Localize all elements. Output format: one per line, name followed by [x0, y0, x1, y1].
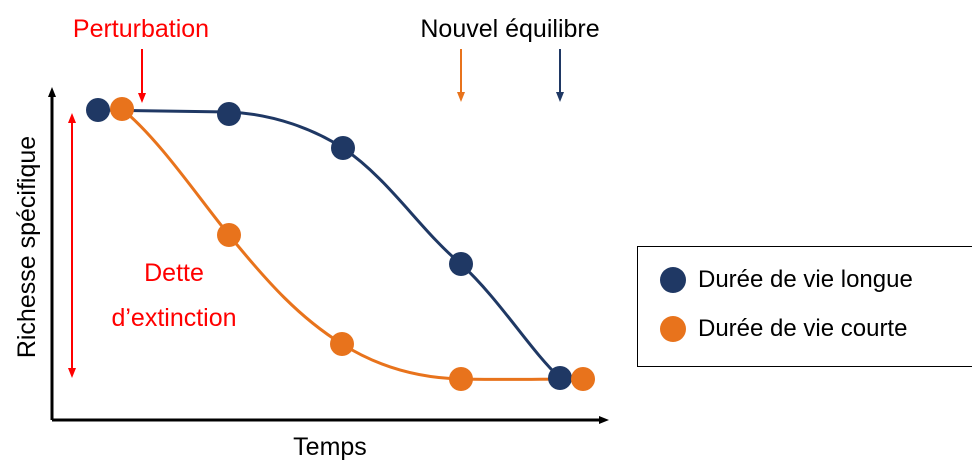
long-lifespan-point [217, 102, 241, 126]
legend: Durée de vie longue Durée de vie courte [637, 246, 972, 367]
legend-swatch-long [660, 267, 686, 293]
x-axis-label: Temps [293, 433, 367, 461]
legend-item-long: Durée de vie longue [660, 266, 913, 294]
long-lifespan-curve [97, 108, 562, 380]
extinction-debt-label-line1: Dette [144, 259, 204, 287]
short-lifespan-point [110, 97, 134, 121]
long-lifespan-point [449, 252, 473, 276]
nouvel-equilibre-label: Nouvel équilibre [420, 15, 599, 43]
legend-label-short: Durée de vie courte [698, 315, 908, 342]
short-lifespan-points [110, 97, 595, 391]
legend-label-long: Durée de vie longue [698, 266, 913, 293]
long-lifespan-point [331, 136, 355, 160]
long-lifespan-point [86, 98, 110, 122]
short-lifespan-point [449, 367, 473, 391]
legend-item-short: Durée de vie courte [660, 315, 907, 343]
y-axis-label: Richesse spécifique [13, 136, 41, 358]
short-lifespan-point [217, 223, 241, 247]
legend-swatch-short [660, 316, 686, 342]
long-lifespan-points [86, 98, 572, 390]
extinction-debt-label-line2: d’extinction [111, 304, 236, 332]
perturbation-label: Perturbation [73, 15, 209, 43]
short-lifespan-point [330, 332, 354, 356]
short-lifespan-point [571, 367, 595, 391]
long-lifespan-point [548, 366, 572, 390]
